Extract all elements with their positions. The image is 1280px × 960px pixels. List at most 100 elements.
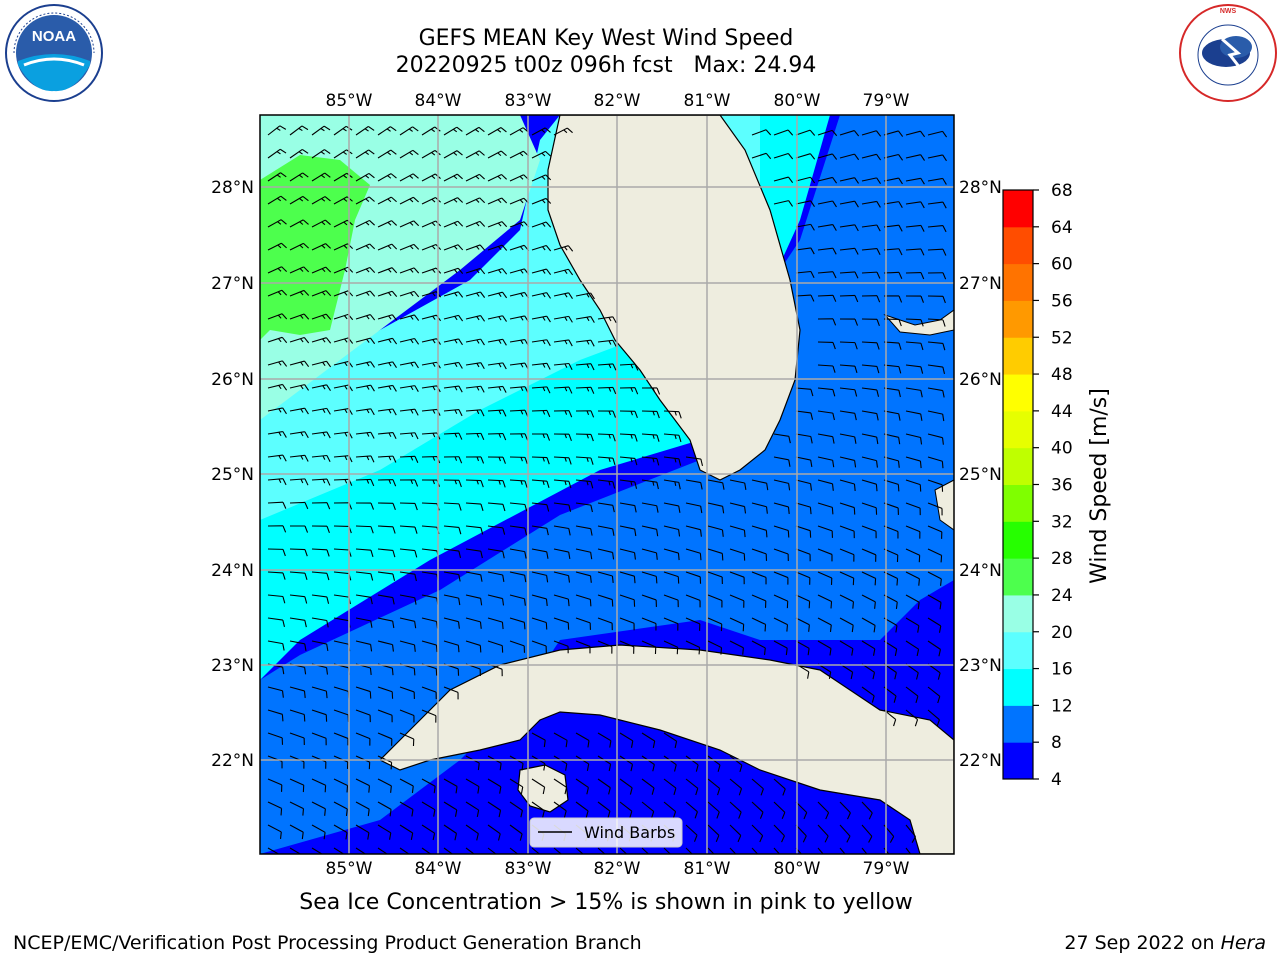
wind-barb <box>575 433 594 442</box>
wind-barb <box>399 126 419 136</box>
wind-barb <box>619 456 638 466</box>
wind-barb <box>795 294 815 302</box>
wind-barb <box>311 502 331 510</box>
wind-barb <box>509 456 528 465</box>
wind-barb <box>861 295 881 303</box>
wind-barb <box>795 433 813 444</box>
wind-barb <box>817 153 838 160</box>
wind-barb <box>465 778 480 794</box>
wind-barb <box>597 410 617 418</box>
wind-barb <box>839 294 859 303</box>
wind-barb <box>355 709 371 723</box>
wind-barb <box>553 268 574 276</box>
wind-barb <box>927 479 944 492</box>
wind-barb <box>707 801 720 819</box>
wind-barb <box>751 152 772 160</box>
latitude-labels-right: 28°N 27°N 26°N 25°N 24°N 23°N 22°N <box>959 178 1002 771</box>
wind-barb <box>355 732 371 746</box>
wind-barb <box>267 847 280 854</box>
wind-barb <box>905 502 921 516</box>
wind-barb <box>399 408 419 416</box>
wind-barb <box>575 617 592 630</box>
wind-barb <box>443 594 461 606</box>
wind-barb <box>729 548 746 561</box>
wind-barb <box>619 502 637 513</box>
wind-barb <box>663 433 682 443</box>
wind-barb <box>267 148 287 159</box>
wind-barb <box>443 686 459 700</box>
wind-barb <box>553 525 571 536</box>
wind-barb <box>399 732 415 747</box>
wind-barb <box>267 360 288 367</box>
wind-barb <box>707 640 723 655</box>
wind-barb <box>839 130 860 137</box>
wind-barb <box>289 454 309 462</box>
colorbar-segment <box>1003 374 1033 412</box>
colorbar-segment <box>1003 447 1033 485</box>
wind-barb <box>487 409 507 417</box>
wind-barb <box>289 407 309 415</box>
wind-barb <box>817 387 836 397</box>
colorbar-segment <box>1003 190 1033 228</box>
wind-barb <box>443 571 461 582</box>
wind-barb <box>597 548 615 560</box>
wind-barb <box>553 245 574 252</box>
wind-barb <box>311 149 331 159</box>
wind-barb <box>421 847 432 854</box>
wind-barb <box>531 386 551 394</box>
wind-barb <box>663 617 679 631</box>
wind-barb <box>817 801 830 820</box>
longitude-label: 83°W <box>505 91 552 111</box>
footer-branch: NCEP/EMC/Verification Post Processing Pr… <box>13 932 642 954</box>
wind-barb <box>267 571 286 580</box>
wind-barb <box>531 339 551 347</box>
wind-barb <box>289 732 305 746</box>
latitude-label: 25°N <box>211 465 254 485</box>
colorbar-segment <box>1003 668 1033 706</box>
wind-barb <box>553 847 563 854</box>
wind-barb <box>861 410 879 421</box>
wind-barb <box>905 686 919 703</box>
wind-barb <box>465 432 485 441</box>
colorbar-segment <box>1003 594 1033 633</box>
wind-barb <box>377 571 396 581</box>
wind-barb <box>773 152 794 160</box>
wind-barb <box>817 271 837 279</box>
wind-barb <box>553 292 573 299</box>
longitude-label: 80°W <box>774 91 821 111</box>
colorbar-tick-label: 12 <box>1051 696 1073 716</box>
longitude-label: 82°W <box>594 859 641 879</box>
wind-barb <box>905 318 924 327</box>
national-weather-service-logo: NWS <box>1179 4 1277 102</box>
wind-barb <box>443 502 462 511</box>
wind-barb <box>267 454 287 462</box>
latitude-label: 24°N <box>211 561 254 581</box>
wind-barb <box>773 176 794 184</box>
colorbar-tick-label: 64 <box>1051 218 1073 238</box>
colorbar-tick-label: 24 <box>1051 586 1073 606</box>
wind-barb <box>289 172 309 182</box>
wind-barb <box>773 617 789 632</box>
wind-barb <box>509 571 527 583</box>
wind-barb <box>927 640 941 657</box>
wind-barb <box>905 154 925 161</box>
wind-barb <box>267 407 287 415</box>
wind-barb <box>575 410 595 418</box>
wind-barb <box>289 594 308 604</box>
latitude-label: 26°N <box>959 370 1002 390</box>
wind-barb <box>707 548 724 561</box>
wind-barbs <box>267 125 948 854</box>
wind-barb <box>839 247 859 255</box>
wind-barb <box>729 640 744 655</box>
wind-barb <box>597 502 615 513</box>
wind-barb <box>905 248 925 256</box>
wind-barb <box>795 640 810 656</box>
wind-barb <box>839 801 851 820</box>
wind-barb <box>663 778 677 795</box>
wind-barb <box>861 594 876 609</box>
wind-barb <box>619 410 638 419</box>
colorbar-tick-label: 40 <box>1051 439 1073 459</box>
wind-barb <box>443 617 460 629</box>
wind-barb <box>927 502 943 516</box>
wind-barb <box>861 387 880 397</box>
